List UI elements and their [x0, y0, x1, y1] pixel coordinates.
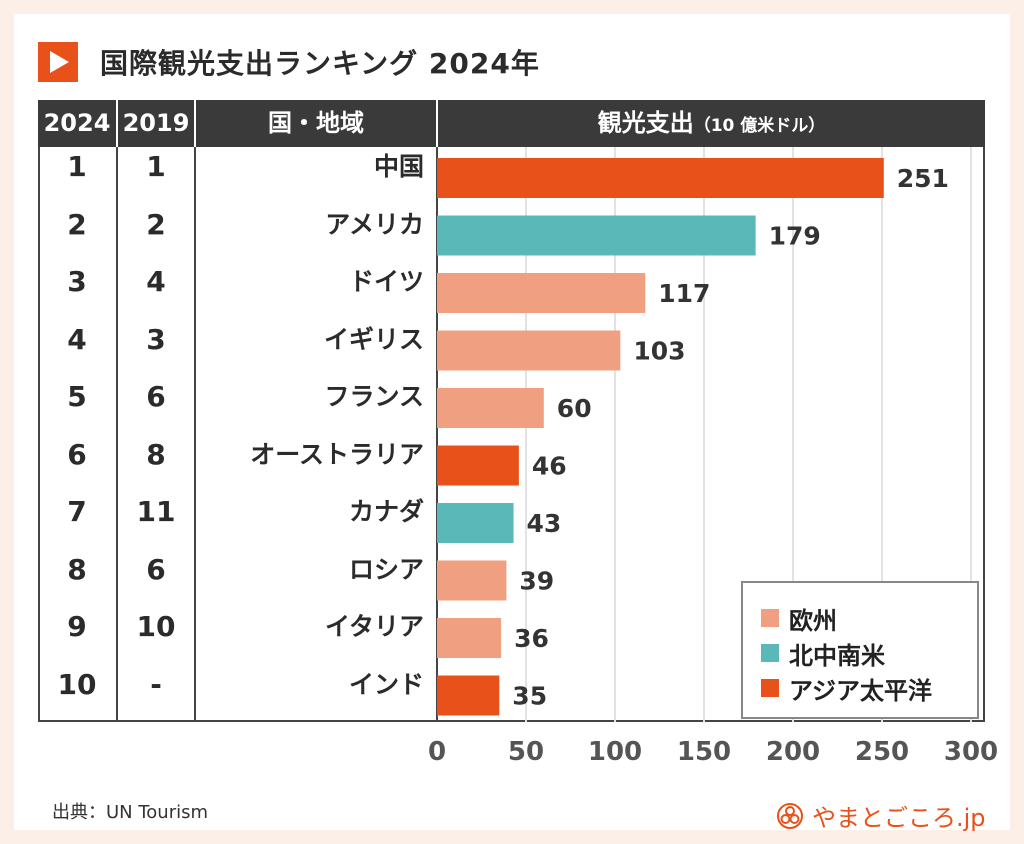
rank-2019: 1: [146, 150, 166, 183]
bar-value-label: 117: [658, 279, 710, 308]
rank-2019: -: [150, 667, 162, 701]
country-name: イギリス: [323, 324, 424, 354]
country-name: オーストラリア: [250, 439, 424, 469]
bar-value-label: 179: [769, 222, 821, 251]
x-tick-label: 150: [677, 737, 731, 767]
source-note: 出典：UN Tourism: [52, 802, 209, 823]
bar: [437, 215, 756, 256]
rank-2024: 8: [67, 552, 87, 586]
legend-label-europe: 欧州: [789, 606, 837, 635]
rank-2024: 9: [67, 610, 87, 643]
x-tick-label: 250: [855, 737, 909, 767]
legend-item-asia-pacific: アジア太平洋: [761, 673, 933, 705]
bar-value-label: 36: [514, 624, 549, 653]
bar: [437, 445, 519, 486]
rank-2019: 10: [136, 610, 176, 643]
legend: 欧州 北中南米 アジア太平洋: [741, 581, 979, 719]
bar-value-label: 46: [532, 452, 567, 481]
bar: [437, 330, 621, 371]
rank-2024: 6: [67, 437, 87, 471]
bar: [437, 503, 514, 543]
table-body-frame: [38, 147, 985, 722]
rank-2019: 6: [146, 552, 166, 586]
rank-2019: 2: [146, 207, 166, 241]
legend-swatch-asia-pacific: [761, 679, 779, 697]
rank-2019: 6: [146, 380, 166, 413]
rank-2024: 1: [67, 150, 87, 183]
bar-value-label: 35: [512, 682, 547, 711]
legend-swatch-americas: [761, 644, 779, 662]
table-header: 2024 2019 国・地域 観光支出（10 億米ドル）: [38, 100, 985, 147]
card: 国際観光支出ランキング 2024年 2024 2019 国・地域 観光支出（10…: [14, 14, 1010, 833]
bar: [437, 560, 507, 601]
legend-label-asia-pacific: アジア太平洋: [789, 676, 933, 705]
bar-value-label: 43: [527, 509, 562, 538]
bar: [437, 388, 544, 428]
country-name: アメリカ: [325, 209, 424, 239]
legend-swatch-europe: [761, 609, 779, 627]
rank-2019: 3: [146, 322, 166, 356]
country-name: ドイツ: [348, 267, 424, 296]
bar-value-label: 103: [633, 337, 685, 366]
rank-2024: 4: [67, 322, 87, 356]
country-name: 中国: [373, 152, 424, 181]
ranking-table: 2024 2019 国・地域 観光支出（10 億米ドル） 1 1 中国 2 2 アメリカ 3…: [38, 100, 985, 722]
rank-2024: 2: [67, 207, 87, 241]
play-icon: [38, 42, 78, 82]
bar: [437, 675, 500, 716]
chart-title: 国際観光支出ランキング 2024年: [100, 47, 540, 80]
x-tick-label: 200: [766, 737, 820, 767]
bar-value-label: 60: [557, 394, 592, 423]
rank-2024: 10: [57, 667, 97, 701]
country-name: インド: [348, 669, 424, 699]
country-name: カナダ: [348, 497, 424, 526]
brand-icon: [777, 802, 803, 829]
header-country: 国・地域: [268, 109, 364, 137]
bar-value-label: 251: [897, 164, 949, 193]
bar: [437, 618, 502, 658]
brand-logo[interactable]: やまとごころ.jp: [776, 798, 986, 833]
x-tick-label: 50: [508, 737, 544, 767]
legend-label-americas: 北中南米: [789, 641, 885, 670]
header-2024: 2024: [43, 109, 111, 137]
header-2019: 2019: [122, 109, 190, 137]
bar: [437, 158, 884, 198]
rank-2019: 11: [136, 495, 176, 528]
country-name: ロシア: [348, 554, 424, 584]
header-spend: 観光支出（10 億米ドル）: [438, 100, 985, 147]
x-tick-label: 300: [944, 737, 998, 767]
legend-item-americas: 北中南米: [761, 638, 885, 670]
rank-2024: 3: [67, 265, 87, 298]
country-name: フランス: [324, 382, 424, 411]
brand-text: やまとごころ.jp: [812, 804, 986, 832]
legend-item-europe: 欧州: [761, 603, 837, 635]
x-tick-label: 0: [428, 737, 446, 767]
header-spend-label: 観光支出: [597, 109, 694, 137]
header-spend-unit: （10 億米ドル）: [693, 116, 826, 136]
bar: [437, 273, 646, 313]
bar-value-label: 39: [519, 567, 554, 596]
country-name: イタリア: [324, 612, 424, 641]
rank-2024: 7: [67, 495, 87, 528]
title-row: 国際観光支出ランキング 2024年: [38, 40, 540, 84]
x-tick-label: 100: [588, 737, 642, 767]
rank-2019: 4: [146, 265, 166, 298]
bar-chart: 0 50 100 150 200 250 300 251 179 117 103 60 46 43 39 36…: [428, 147, 998, 767]
rank-2024: 5: [67, 380, 87, 413]
rank-2019: 8: [146, 437, 166, 471]
